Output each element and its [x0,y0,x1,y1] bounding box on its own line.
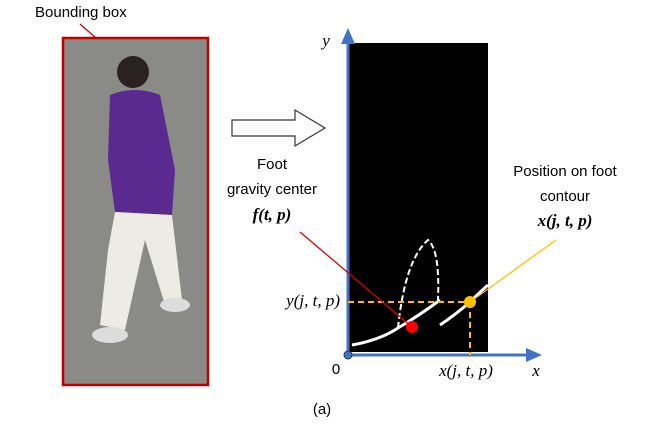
gravity-center-dot [406,321,418,333]
figure: Bounding box y x 0 y(j, t, p) x(j, t, p)… [0,0,660,434]
caption: (a) [313,401,331,418]
origin-dot [344,351,352,359]
photo [63,38,208,385]
center-symbol: f(t, p) [253,205,292,224]
bounding-box-label: Bounding box [35,4,127,21]
center-label: Foot [257,156,288,173]
contour-point-dot [464,296,476,308]
contour-label: Position on foot [513,163,617,180]
arrow [232,110,325,146]
contour-label: contour [540,188,590,205]
contour-symbol: x(j, t, p) [537,211,593,230]
center-label: gravity center [227,181,317,198]
origin-label: 0 [332,361,340,378]
leader-line [80,24,96,38]
x-axis-label: x [531,361,540,380]
y-axis-label: y [320,31,330,50]
x-tick-label: x(j, t, p) [438,361,493,380]
y-tick-label: y(j, t, p) [284,291,340,310]
